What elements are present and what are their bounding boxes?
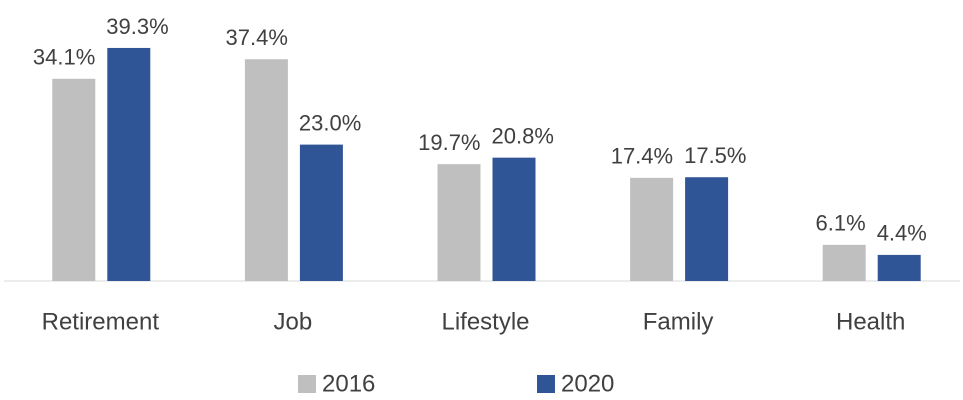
value-label: 19.7%: [418, 130, 480, 155]
bar: [630, 177, 674, 281]
value-label: 23.0%: [299, 110, 361, 135]
bar: [877, 254, 921, 281]
value-label: 20.8%: [492, 123, 554, 148]
value-label: 17.5%: [684, 143, 746, 168]
value-label: 37.4%: [226, 25, 288, 50]
x-tick-label: Health: [836, 308, 905, 335]
legend-label: 2016: [322, 370, 375, 397]
bar: [107, 47, 151, 281]
value-label: 34.1%: [33, 45, 95, 70]
bar: [52, 78, 96, 281]
bar: [492, 157, 536, 281]
legend-label: 2020: [561, 370, 614, 397]
value-label: 17.4%: [611, 144, 673, 169]
x-tick-label: Lifestyle: [441, 308, 529, 335]
bar: [299, 144, 343, 281]
x-tick-label: Job: [274, 308, 313, 335]
legend-swatch: [298, 375, 316, 393]
value-label: 4.4%: [877, 221, 927, 246]
bar: [685, 177, 729, 281]
value-label: 6.1%: [816, 211, 866, 236]
x-tick-label: Family: [643, 308, 714, 335]
legend-swatch: [537, 375, 555, 393]
bar: [437, 164, 481, 281]
bar: [244, 59, 288, 281]
x-tick-label: Retirement: [42, 308, 160, 335]
value-label: 39.3%: [106, 14, 168, 39]
bar: [822, 244, 866, 281]
